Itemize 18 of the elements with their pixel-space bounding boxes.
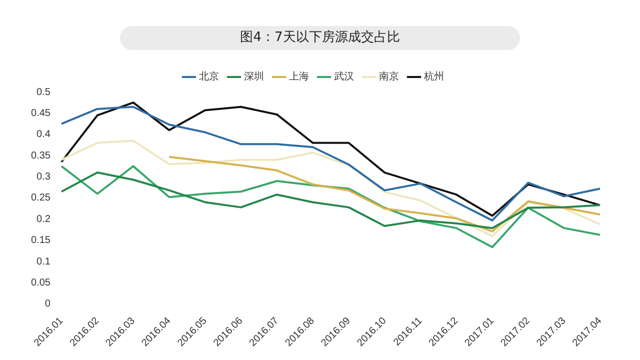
y-tick-label: 0.2: [36, 214, 51, 225]
y-tick-label: 0.25: [30, 192, 51, 204]
y-tick-label: 0.4: [36, 129, 51, 140]
legend-label: 杭州: [423, 70, 444, 83]
chart-title: 图4：7天以下房源成交占比: [120, 26, 520, 50]
y-tick-label: 0.05: [30, 278, 51, 289]
legend-label: 武汉: [334, 70, 354, 83]
legend-label: 深圳: [244, 70, 264, 83]
y-tick-label: 0.15: [30, 235, 51, 246]
y-tick-label: 0.3: [36, 172, 51, 183]
y-tick-label: 0.45: [30, 108, 51, 119]
legend-label: 南京: [379, 70, 399, 83]
legend-label: 上海: [289, 70, 309, 83]
y-tick-label: 0.5: [36, 86, 51, 98]
y-tick-label: 0.1: [36, 256, 51, 268]
y-tick-label: 0: [44, 298, 51, 310]
legend-label: 北京: [199, 70, 219, 83]
y-tick-label: 0.35: [30, 150, 51, 162]
